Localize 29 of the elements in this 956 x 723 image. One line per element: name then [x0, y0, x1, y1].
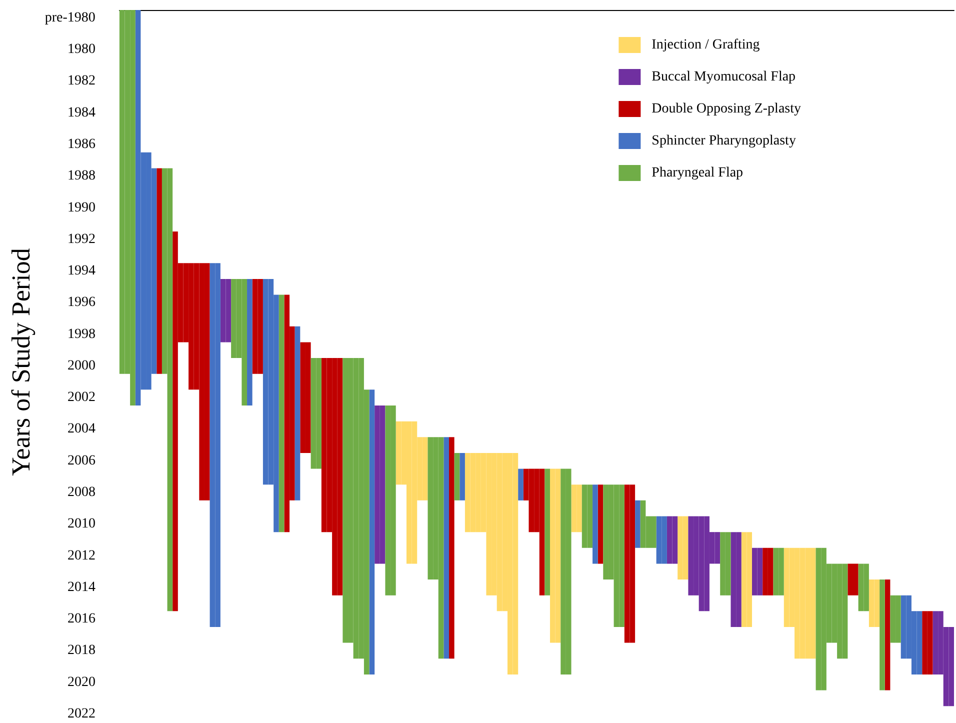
- y-tick-label: 2020: [67, 674, 96, 690]
- y-tick-label: 1996: [67, 295, 96, 310]
- y-axis-title: Years of Study Period: [6, 248, 36, 476]
- legend-label: Sphincter Pharyngoplasty: [652, 134, 796, 148]
- y-tick-label: 2016: [67, 612, 96, 627]
- y-tick-label: 2006: [67, 453, 96, 468]
- y-tick-label: 2002: [67, 390, 96, 406]
- y-tick-label: 2012: [67, 548, 96, 564]
- y-tick-label: 1980: [67, 42, 96, 58]
- y-tick-label: 2014: [67, 580, 96, 595]
- y-tick-label: 2022: [67, 706, 96, 722]
- legend-label: Buccal Myomucosal Flap: [652, 70, 796, 84]
- legend-label: Pharyngeal Flap: [652, 166, 744, 180]
- y-tick-label: 1990: [67, 200, 96, 216]
- y-tick-label: pre-1980: [44, 10, 96, 26]
- y-tick-label: 1988: [67, 168, 96, 184]
- y-tick-label: 2000: [67, 358, 96, 374]
- y-tick-label: 1992: [67, 232, 96, 247]
- y-tick-label: 2010: [67, 516, 96, 532]
- y-tick-label: 1994: [67, 264, 96, 279]
- y-tick-label: 1998: [67, 326, 96, 342]
- y-tick-label: 1982: [67, 74, 96, 89]
- y-tick-label: 1986: [67, 136, 96, 152]
- y-tick-label: 2004: [67, 422, 96, 437]
- y-tick-label: 2018: [67, 643, 96, 658]
- y-tick-label: 2008: [67, 485, 96, 500]
- legend-label: Injection / Grafting: [652, 38, 760, 52]
- legend-label: Double Opposing Z-plasty: [652, 102, 802, 116]
- y-tick-label: 1984: [67, 105, 96, 120]
